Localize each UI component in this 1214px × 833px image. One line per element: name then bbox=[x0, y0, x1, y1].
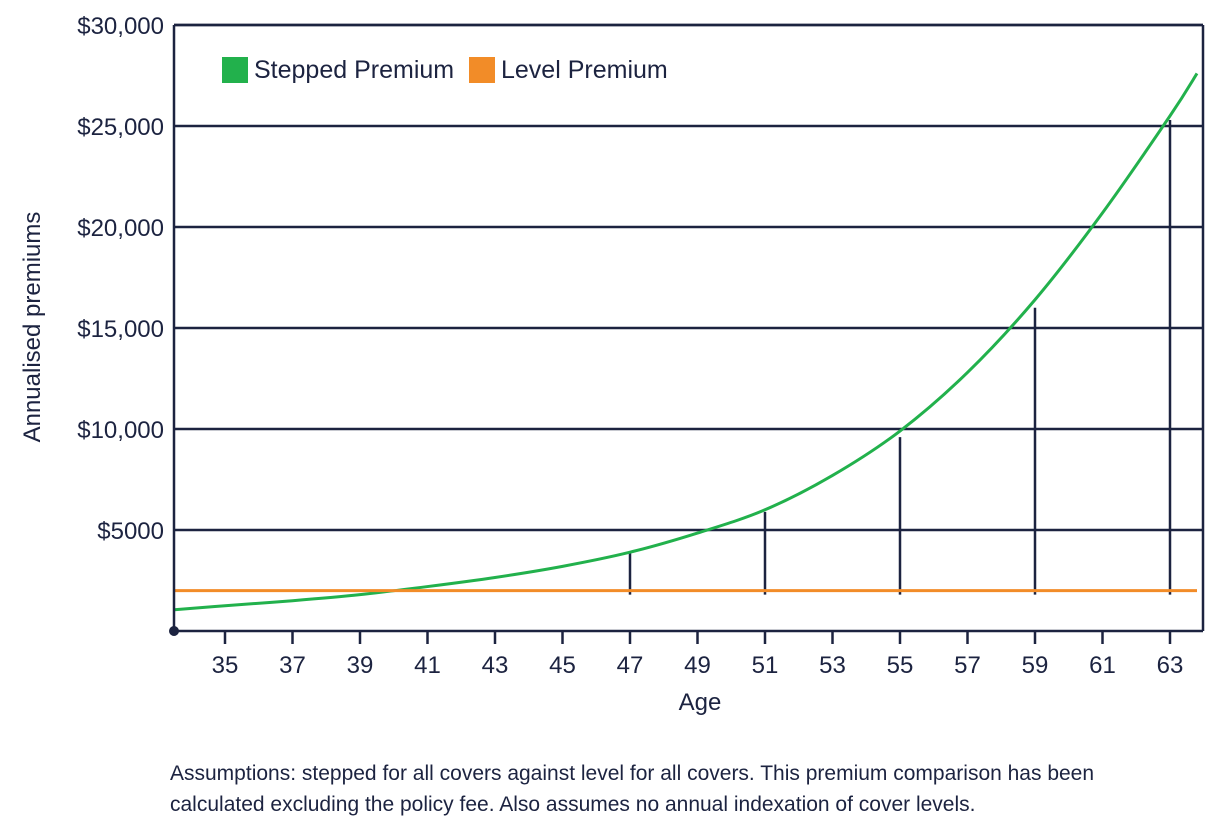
series-line-0 bbox=[174, 72, 1199, 612]
x-tick-label-57: 57 bbox=[954, 652, 981, 679]
series-lines bbox=[174, 72, 1199, 612]
footnote-line-1: Assumptions: stepped for all covers agai… bbox=[170, 762, 1095, 785]
x-tick-label-39: 39 bbox=[347, 652, 374, 679]
legend: Stepped Premium Level Premium bbox=[222, 56, 668, 84]
x-tick-label-47: 47 bbox=[617, 652, 644, 679]
origin-dot bbox=[169, 626, 179, 636]
x-tick-label-35: 35 bbox=[212, 652, 239, 679]
x-tick-label-41: 41 bbox=[414, 652, 441, 679]
legend-label-1: Level Premium bbox=[501, 56, 668, 84]
y-tick-label-30000: $30,000 bbox=[77, 13, 164, 40]
y-tick-label-20000: $20,000 bbox=[77, 215, 164, 242]
x-tick-label-49: 49 bbox=[684, 652, 711, 679]
x-tick-label-37: 37 bbox=[279, 652, 306, 679]
x-tick-label-51: 51 bbox=[752, 652, 779, 679]
x-tick-label-55: 55 bbox=[887, 652, 914, 679]
y-axis-title: Annualised premiums bbox=[19, 212, 46, 443]
legend-swatch-1 bbox=[469, 57, 495, 83]
legend-swatch-0 bbox=[222, 57, 248, 83]
y-tick-label-25000: $25,000 bbox=[77, 114, 164, 141]
assumptions-footnote: Assumptions: stepped for all covers agai… bbox=[170, 758, 1170, 820]
legend-label-0: Stepped Premium bbox=[254, 56, 454, 84]
x-tick-label-43: 43 bbox=[482, 652, 509, 679]
premium-chart: $5000 $10,000 $15,000 $20,000 $25,000 $30,000… bbox=[19, 13, 1205, 716]
x-tick-label-53: 53 bbox=[819, 652, 846, 679]
y-tick-label-5000: $5000 bbox=[97, 518, 164, 545]
x-tick-label-63: 63 bbox=[1157, 652, 1184, 679]
x-axis-title: Age bbox=[679, 689, 722, 716]
x-tick-label-59: 59 bbox=[1022, 652, 1049, 679]
age-markers bbox=[628, 119, 1172, 595]
tick-labels: $5000 $10,000 $15,000 $20,000 $25,000 $30,000… bbox=[77, 13, 1183, 679]
y-tick-label-15000: $15,000 bbox=[77, 316, 164, 343]
x-tick-label-61: 61 bbox=[1089, 652, 1116, 679]
footnote-line-2: calculated excluding the policy fee. Als… bbox=[170, 793, 976, 816]
grid-lines bbox=[174, 23, 1203, 532]
x-tick-label-45: 45 bbox=[549, 652, 576, 679]
axes bbox=[169, 23, 1205, 636]
y-tick-label-10000: $10,000 bbox=[77, 417, 164, 444]
